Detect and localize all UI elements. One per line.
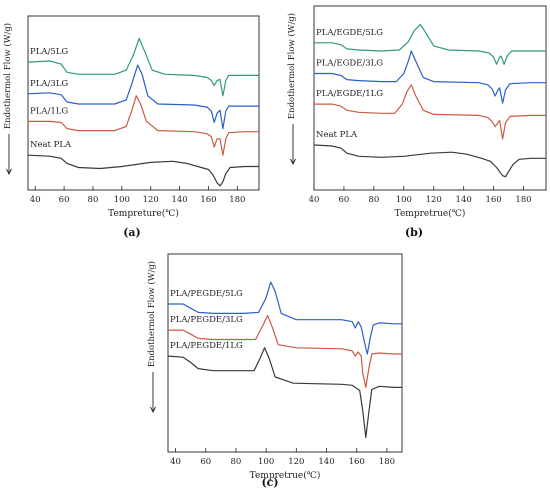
x-tick-label: 160 (485, 195, 501, 205)
series-label-1: PLA/PEGDE/5LG (170, 289, 243, 299)
panel-label-c: (c) (261, 476, 278, 489)
series-line-3 (314, 84, 546, 140)
panel-b: 40 60 80 100 120 140 160 180 Tempretrue(℃) Endoth… (284, 0, 550, 246)
x-tick-label: 60 (339, 195, 350, 205)
series-label-1: PLA/5LG (30, 47, 68, 57)
x-tick-label: 140 (171, 195, 187, 205)
y-axis-arrowhead (150, 406, 156, 414)
series-label-4: Neat PLA (316, 130, 358, 140)
x-tick-label: 40 (309, 195, 320, 205)
y-axis-label: Endothermol Flow (W/g) (286, 13, 297, 119)
chart-c-svg: 40 60 80 100 120 140 160 180 Tempretrue(℃) Endoth… (146, 253, 403, 489)
x-tick-label: 100 (258, 457, 274, 467)
x-tick-label: 40 (30, 195, 41, 205)
x-tick-label: 120 (288, 457, 304, 467)
series-line-2 (27, 64, 259, 130)
x-tick-label: 120 (143, 195, 159, 205)
chart-b-svg: 40 60 80 100 120 140 160 180 Tempretrue(℃) Endoth… (286, 5, 547, 239)
panel-a: 40 60 80 100 120 140 160 180 Tempreture(℃) Endoth… (0, 0, 280, 246)
x-tick-label: 160 (200, 195, 216, 205)
series-label-3: PLA/PEGDE/1LG (170, 341, 243, 351)
series-label-2: PLA/PEGDE/3LG (170, 315, 243, 325)
series-line-4 (313, 144, 546, 178)
x-axis-label: Tempreture(℃) (108, 208, 179, 219)
series-label-4: Neat PLA (30, 140, 72, 150)
x-tick-label: 40 (170, 457, 181, 467)
y-axis-label: Endothermol Flow (W/g) (2, 23, 13, 129)
x-axis-label: Tempretrue(℃) (395, 208, 466, 219)
x-tick-label: 80 (368, 195, 379, 205)
chart-a-svg: 40 60 80 100 120 140 160 180 Tempreture(℃) Endoth… (2, 15, 260, 239)
series-line-2 (314, 50, 546, 104)
x-tick-label: 80 (88, 195, 99, 205)
series-line-3 (167, 347, 402, 438)
panel-c: 40 60 80 100 120 140 160 180 Tempretrue(℃) Endoth… (140, 250, 410, 494)
plot-frame-c (167, 253, 403, 453)
plot-frame-b (313, 5, 547, 191)
series-line-3 (28, 95, 259, 156)
x-tick-label: 60 (59, 195, 70, 205)
x-tick-label: 140 (318, 457, 334, 467)
x-tick-label: 80 (231, 457, 242, 467)
series-line-1 (314, 23, 546, 65)
y-axis-arrowhead (290, 158, 296, 166)
series-line-1 (168, 281, 402, 355)
series-line-4 (27, 154, 259, 187)
x-tick-label: 180 (229, 195, 245, 205)
x-tick-label: 180 (515, 195, 531, 205)
x-tick-label: 100 (114, 195, 130, 205)
series-label-2: PLA/3LG (30, 79, 68, 89)
x-tick-label: 60 (200, 457, 211, 467)
x-tick-label: 160 (349, 457, 365, 467)
y-axis-label: Endothermol Flow (W/g) (146, 261, 157, 367)
x-tick-label: 140 (456, 195, 472, 205)
panel-label-b: (b) (405, 226, 423, 239)
series-label-1: PLA/EGDE/5LG (316, 28, 383, 38)
x-axis-label: Tempretrue(℃) (250, 470, 321, 481)
x-tick-label: 120 (426, 195, 442, 205)
series-label-3: PLA/EGDE/1LG (316, 89, 383, 99)
series-line-2 (168, 314, 402, 388)
y-axis-arrowhead (6, 168, 12, 176)
panel-label-a: (a) (123, 226, 141, 239)
x-tick-label: 180 (379, 457, 395, 467)
series-line-1 (27, 37, 259, 97)
series-label-3: PLA/1LG (30, 106, 68, 116)
plot-frame-a (27, 15, 260, 191)
series-label-2: PLA/EGDE/3LG (316, 58, 383, 68)
x-tick-label: 100 (396, 195, 412, 205)
